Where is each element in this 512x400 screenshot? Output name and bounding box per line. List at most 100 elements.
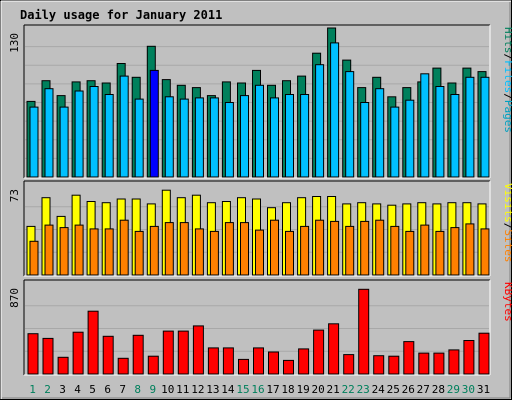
panel-visits-sites: 73 Visits/Sites	[8, 180, 512, 277]
legend-entry-: /	[502, 223, 512, 230]
day-label-30: 30	[462, 383, 475, 396]
panel-visits-sites-legend: Visits/Sites	[502, 183, 512, 263]
sites-bar-day-21	[330, 220, 340, 276]
day-label-14: 14	[221, 383, 235, 396]
files-bar-day-21	[330, 42, 340, 178]
day-label-23: 23	[357, 383, 370, 396]
day-label-9: 9	[149, 383, 156, 396]
day-label-1: 1	[29, 383, 36, 396]
day-label-17: 17	[266, 383, 279, 396]
day-label-10: 10	[161, 383, 174, 396]
day-label-29: 29	[447, 383, 460, 396]
files-bar-day-17	[270, 97, 279, 178]
files-bar-day-22	[345, 71, 355, 178]
sites-bar-day-12	[194, 228, 204, 276]
sites-bar-day-16	[255, 229, 264, 276]
kbytes-bar-day-4	[72, 331, 84, 375]
panel-hits-files-pages-legend: Hits/Files/Pages	[502, 27, 512, 133]
files-bar-day-10	[164, 96, 174, 178]
panel-visits-sites-bars	[26, 189, 490, 276]
kbytes-bar-day-23	[358, 288, 370, 375]
kbytes-bar-day-20	[313, 329, 325, 375]
kbytes-bar-day-22	[343, 354, 355, 375]
day-label-19: 19	[296, 383, 309, 396]
sites-bar-day-25	[390, 225, 400, 276]
files-bar-day-7	[119, 75, 129, 178]
panel-visits-sites-axis-max-label: 73	[8, 189, 21, 202]
chart-title: Daily usage for January 2011	[20, 8, 222, 22]
sites-bar-day-17	[270, 219, 279, 276]
kbytes-bar-day-9	[147, 355, 159, 375]
kbytes-bar-day-21	[328, 323, 340, 375]
day-label-26: 26	[402, 383, 415, 396]
legend-entry-visits: Visits	[502, 183, 512, 223]
sites-bar-day-20	[315, 219, 325, 276]
sites-bar-day-11	[179, 222, 189, 276]
sites-bar-day-28	[435, 230, 445, 276]
kbytes-bar-day-6	[102, 335, 114, 375]
panel-hits-files-pages-axis-max-label: 130	[8, 33, 21, 53]
kbytes-bar-day-31	[478, 332, 490, 375]
day-label-24: 24	[372, 383, 386, 396]
files-bar-day-2	[44, 88, 54, 178]
kbytes-bar-day-8	[132, 334, 144, 375]
legend-entry-sites: Sites	[502, 229, 512, 262]
files-bar-day-8	[134, 98, 144, 178]
sites-bar-day-22	[345, 225, 355, 276]
day-label-18: 18	[281, 383, 294, 396]
sites-bar-day-9	[149, 225, 159, 276]
kbytes-bar-day-14	[222, 347, 234, 375]
chart-panels: 130Hits/Files/Pages73Visits/Sites870KByt…	[8, 24, 512, 376]
day-label-20: 20	[311, 383, 324, 396]
kbytes-bar-day-17	[268, 351, 279, 375]
day-label-13: 13	[206, 383, 219, 396]
files-bar-day-19	[300, 94, 310, 178]
sites-bar-day-13	[209, 230, 219, 276]
day-label-25: 25	[387, 383, 400, 396]
panel-hits-files-pages: 130 Hits/Files/Pages	[8, 24, 512, 179]
sites-bar-day-7	[119, 219, 129, 276]
sites-bar-day-18	[285, 230, 294, 276]
day-label-4: 4	[74, 383, 81, 396]
files-bar-day-31	[480, 76, 490, 178]
files-bar-day-11	[179, 98, 189, 178]
files-bar-day-14	[224, 102, 234, 178]
sites-bar-day-29	[450, 227, 460, 276]
kbytes-bar-day-11	[177, 330, 189, 375]
panel-hits-files-pages-bars	[26, 27, 490, 178]
kbytes-bar-day-10	[162, 330, 174, 375]
sites-bar-day-1	[29, 240, 39, 276]
kbytes-bar-day-18	[283, 359, 294, 375]
files-bar-day-15	[240, 95, 249, 178]
day-label-31: 31	[477, 383, 490, 396]
sites-bar-day-15	[240, 222, 249, 276]
kbytes-bar-day-28	[433, 352, 445, 375]
kbytes-bar-day-26	[403, 341, 415, 375]
day-label-6: 6	[104, 383, 111, 396]
files-bar-day-13	[209, 97, 219, 178]
legend-entry-pages: Pages	[502, 100, 512, 133]
sites-bar-day-19	[300, 225, 310, 276]
files-bar-day-5	[89, 86, 99, 178]
legend-entry-: /	[502, 54, 512, 61]
panel-kbytes-bars	[27, 288, 490, 375]
kbytes-bar-day-15	[238, 358, 249, 375]
sites-bar-day-24	[375, 219, 385, 276]
kbytes-bar-day-12	[192, 325, 204, 375]
files-bar-day-9	[149, 69, 159, 178]
files-bar-day-30	[465, 76, 475, 178]
sites-bar-day-10	[164, 222, 174, 276]
sites-bar-day-26	[405, 230, 415, 276]
files-bar-day-29	[450, 94, 460, 178]
legend-entry-files: Files	[502, 60, 512, 93]
sites-bar-day-6	[104, 228, 114, 276]
legend-entry-: /	[502, 93, 512, 100]
day-label-27: 27	[417, 383, 430, 396]
day-label-28: 28	[432, 383, 445, 396]
files-bar-day-28	[435, 86, 445, 178]
panel-kbytes: 870 KBytes	[8, 279, 512, 376]
sites-bar-day-2	[44, 224, 54, 276]
kbytes-bar-day-19	[298, 348, 310, 375]
panel-kbytes-legend: KBytes	[502, 282, 512, 322]
